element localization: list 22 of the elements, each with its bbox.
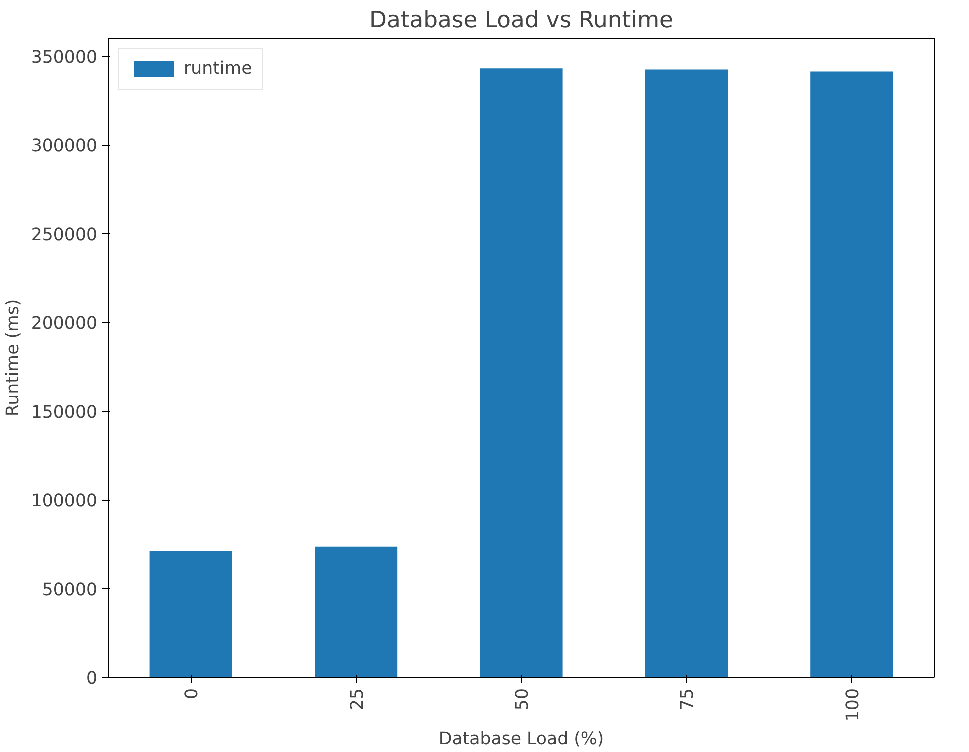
y-tick-label: 300000 (31, 136, 98, 156)
y-tick-label: 150000 (31, 402, 98, 423)
y-tick-label: 250000 (31, 225, 98, 246)
x-axis-title: Database Load (%) (438, 730, 604, 750)
bar (645, 70, 728, 678)
x-tick-label: 0 (182, 688, 203, 700)
y-tick-label: 200000 (31, 314, 98, 334)
legend-label: runtime (184, 59, 252, 79)
x-tick-label: 75 (678, 688, 698, 711)
y-axis-title: Runtime (ms) (3, 299, 24, 417)
bar (315, 546, 398, 678)
y-tick-label: 50000 (42, 580, 98, 600)
bar (150, 550, 232, 678)
bar (810, 72, 894, 678)
chart-title: Database Load vs Runtime (370, 8, 674, 34)
x-tick-label: 100 (843, 688, 864, 722)
bar (480, 68, 563, 678)
x-tick-label: 25 (348, 688, 368, 711)
x-tick-label: 50 (513, 688, 533, 711)
y-tick-label: 0 (86, 669, 98, 689)
y-tick-label: 100000 (31, 492, 98, 512)
y-tick-label: 350000 (31, 48, 98, 68)
